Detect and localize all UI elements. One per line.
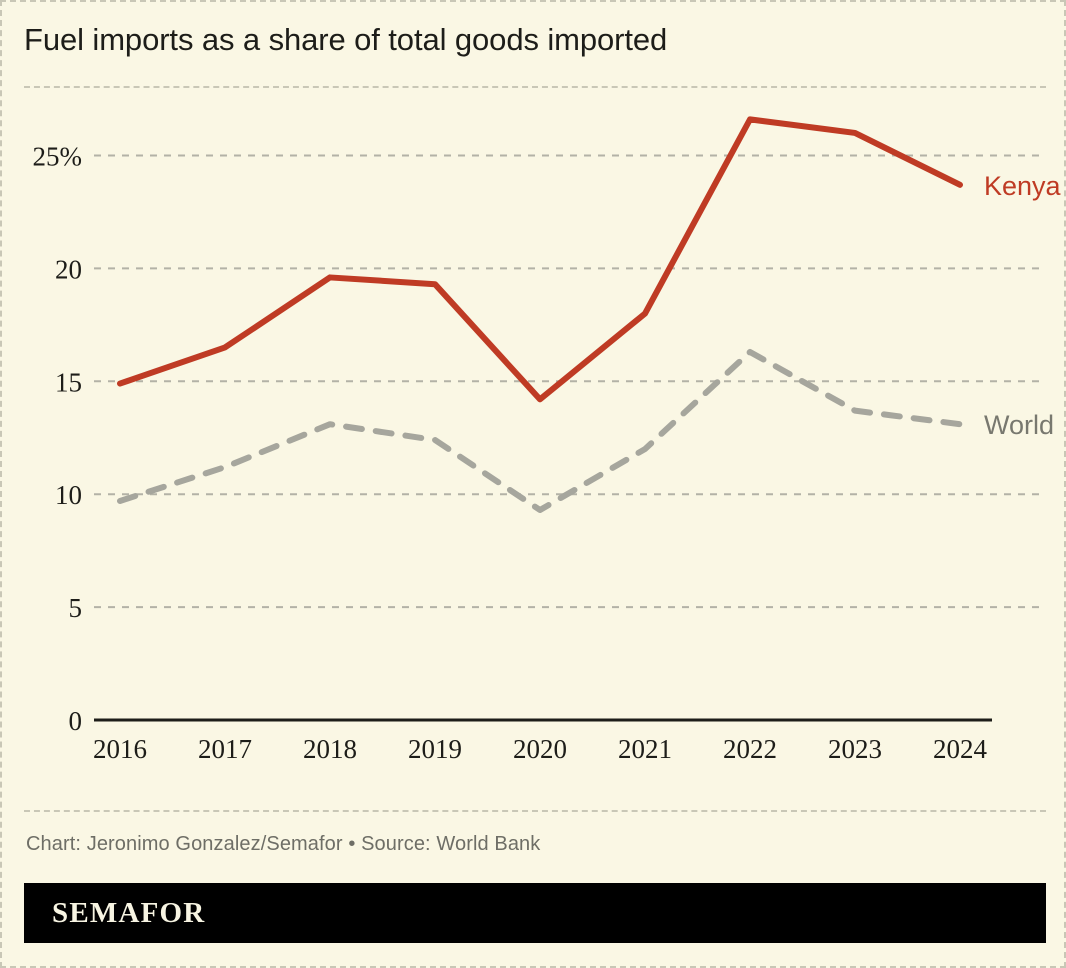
- y-axis-tick-label: 5: [69, 593, 83, 623]
- semafor-wordmark: SEMAFOR: [52, 897, 206, 929]
- x-axis-tick-label: 2021: [618, 734, 672, 764]
- series-line-world: [117, 348, 963, 514]
- series-label-kenya: Kenya: [984, 171, 1062, 201]
- y-axis-tick-label: 10: [55, 480, 82, 510]
- line-chart-svg: 0 5 10 15 20 25% 2016 2017 2018 2019 2020 2021 2022…: [33, 116, 1062, 764]
- series-labels-group: Kenya World: [984, 171, 1062, 440]
- chart-title: Fuel imports as a share of total goods i…: [24, 22, 668, 57]
- y-axis-tick-label: 25%: [33, 142, 83, 172]
- x-axis-tick-label: 2022: [723, 734, 777, 764]
- x-axis-tick-label: 2024: [933, 734, 988, 764]
- gridlines-group: [94, 154, 1046, 609]
- x-axis-tick-label: 2018: [303, 734, 357, 764]
- y-axis-tick-label: 0: [69, 706, 83, 736]
- x-axis-tick-label: 2020: [513, 734, 567, 764]
- chart-plot-area: 0 5 10 15 20 25% 2016 2017 2018 2019 2020 2021 2022…: [2, 2, 1064, 792]
- title-divider: [24, 86, 1046, 88]
- y-axis-tick-label: 15: [55, 367, 82, 397]
- x-axis-labels-group: 2016 2017 2018 2019 2020 2021 2022 2023 2024: [93, 734, 988, 764]
- y-axis-tick-label: 20: [55, 254, 82, 284]
- x-axis-tick-label: 2017: [198, 734, 252, 764]
- x-axis-tick-label: 2023: [828, 734, 882, 764]
- x-axis-tick-label: 2019: [408, 734, 462, 764]
- semafor-logo-bar: SEMAFOR: [24, 883, 1046, 943]
- series-lines-group: [117, 116, 963, 514]
- y-axis-labels-group: 0 5 10 15 20 25%: [33, 142, 83, 737]
- chart-credit: Chart: Jeronimo Gonzalez/Semafor • Sourc…: [26, 833, 541, 855]
- series-label-world: World: [984, 410, 1054, 440]
- footer-divider: [24, 810, 1046, 812]
- x-axis-tick-label: 2016: [93, 734, 147, 764]
- series-line-kenya: [117, 116, 963, 403]
